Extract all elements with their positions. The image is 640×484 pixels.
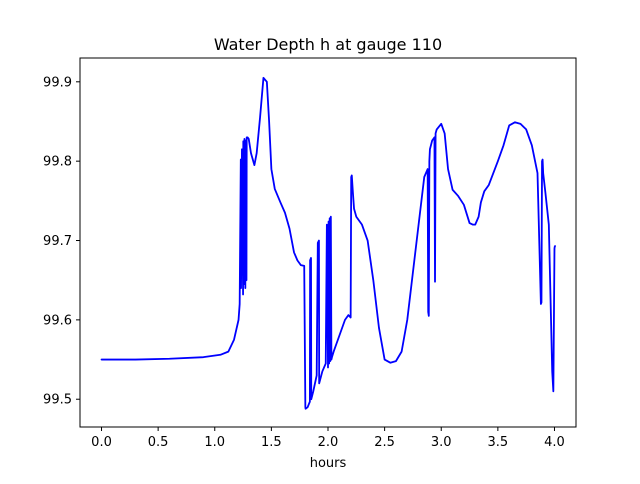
x-tick-label: 3.5 [488,435,509,450]
x-tick-label: 2.0 [318,435,339,450]
chart-title: Water Depth h at gauge 110 [214,35,442,54]
x-tick-label: 0.0 [91,435,112,450]
y-tick-label: 99.8 [43,155,72,170]
y-tick-label: 99.6 [43,313,72,328]
y-tick-label: 99.5 [43,393,72,408]
y-axis: 99.5 99.6 99.7 99.8 99.9 [43,75,80,408]
x-axis-title: hours [310,456,347,471]
y-tick-label: 99.9 [43,75,72,90]
x-tick-label: 2.5 [374,435,395,450]
x-tick-label: 3.0 [431,435,452,450]
x-tick-label: 4.0 [544,435,565,450]
x-tick-label: 0.5 [148,435,169,450]
y-tick-label: 99.7 [43,234,72,249]
x-axis: 0.0 0.5 1.0 1.5 2.0 2.5 3.0 3.5 4.0 [91,427,565,450]
x-tick-label: 1.5 [261,435,282,450]
series-line-1 [100,76,556,410]
x-tick-label: 1.0 [204,435,225,450]
